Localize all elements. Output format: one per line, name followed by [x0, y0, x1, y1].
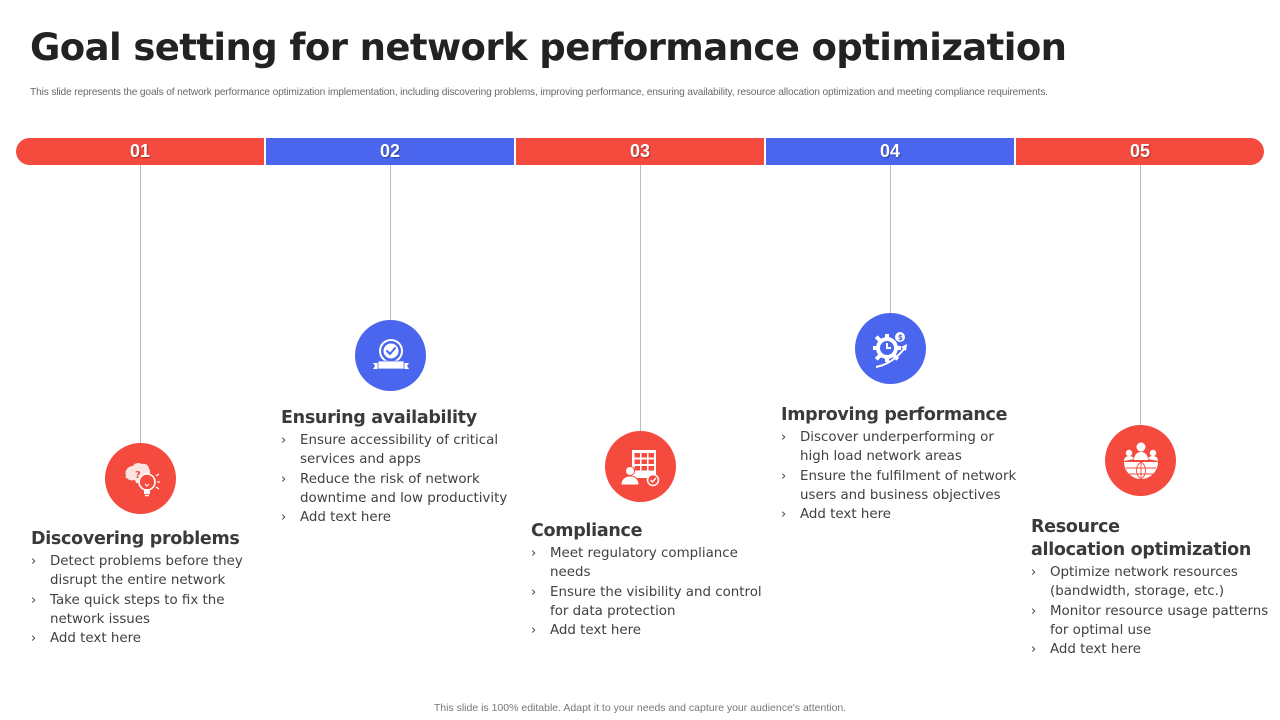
goal-4-icon-circle: $: [855, 313, 926, 384]
step-number: 04: [879, 141, 901, 161]
slide-title: Goal setting for network performance opt…: [30, 26, 1067, 69]
goal-heading: Compliance: [531, 521, 643, 541]
bullet-item: Add text here: [1031, 640, 1276, 660]
gear-clock-growth-icon: $: [872, 331, 907, 368]
bullet-item: Ensure accessibility of critical service…: [281, 431, 521, 470]
timeline-step-01: 01: [16, 138, 264, 165]
goal-heading: Ensuring availability: [281, 408, 477, 428]
goal-bullets: Ensure accessibility of critical service…: [281, 431, 521, 528]
bullet-item: Ensure the visibility and control for da…: [531, 583, 771, 622]
goal-ensuring-availability: Ensuring availability Ensure accessibili…: [281, 407, 521, 528]
goal-bullets: Detect problems before they disrupt the …: [31, 552, 271, 649]
slide-footer: This slide is 100% editable. Adapt it to…: [433, 702, 847, 714]
bullet-item: Discover underperforming or high load ne…: [781, 428, 1021, 467]
compliance-grid-user-icon: [619, 449, 659, 486]
goal-compliance: Compliance Meet regulatory compliance ne…: [531, 520, 771, 641]
bullet-item: Add text here: [281, 508, 521, 528]
bullet-item: Take quick steps to fix the network issu…: [31, 591, 271, 630]
brain-lightbulb-icon: ?: [124, 462, 160, 496]
badge-check-icon: [372, 338, 409, 369]
slide-subtitle: This slide represents the goals of netwo…: [30, 87, 1048, 98]
connector-line: [890, 165, 891, 315]
goal-resource-allocation-optimization: Resource allocation optimization Optimiz…: [1031, 516, 1276, 660]
timeline-bar: 01 02 03 04 05: [16, 138, 1264, 165]
step-number: 05: [1129, 141, 1151, 161]
goal-3-icon-circle: [605, 431, 676, 502]
bullet-item: Optimize network resources (bandwidth, s…: [1031, 563, 1276, 602]
timeline-step-03: 03: [516, 138, 764, 165]
goal-discovering-problems: Discovering problems Detect problems bef…: [31, 528, 271, 649]
step-number: 02: [379, 141, 401, 161]
goal-1-icon-circle: ?: [105, 443, 176, 514]
step-number: 03: [629, 141, 651, 161]
timeline-step-05: 05: [1016, 138, 1264, 165]
step-number: 01: [129, 141, 151, 161]
bullet-item: Meet regulatory compliance needs: [531, 544, 771, 583]
goal-heading: Improving performance: [781, 405, 1008, 425]
bullet-item: Add text here: [781, 505, 1021, 525]
goal-heading: Discovering problems: [31, 529, 240, 549]
connector-line: [140, 165, 141, 445]
bullet-item: Ensure the fulfilment of network users a…: [781, 467, 1021, 506]
bullet-item: Detect problems before they disrupt the …: [31, 552, 271, 591]
goal-improving-performance: Improving performance Discover underperf…: [781, 404, 1021, 525]
people-globe-icon: [1123, 442, 1158, 479]
bullet-item: Add text here: [531, 621, 771, 641]
goal-2-icon-circle: [355, 320, 426, 391]
connector-line: [390, 165, 391, 322]
goal-bullets: Optimize network resources (bandwidth, s…: [1031, 563, 1276, 660]
goal-bullets: Discover underperforming or high load ne…: [781, 428, 1021, 525]
timeline-step-02: 02: [266, 138, 514, 165]
goal-5-icon-circle: [1105, 425, 1176, 496]
bullet-item: Reduce the risk of network downtime and …: [281, 470, 521, 509]
goal-heading-line2: allocation optimization: [1031, 540, 1252, 560]
connector-line: [640, 165, 641, 433]
goal-heading-line1: Resource: [1031, 517, 1120, 537]
timeline-step-04: 04: [766, 138, 1014, 165]
goal-bullets: Meet regulatory compliance needs Ensure …: [531, 544, 771, 641]
svg-text:$: $: [897, 333, 902, 342]
bullet-item: Add text here: [31, 629, 271, 649]
connector-line: [1140, 165, 1141, 427]
svg-text:?: ?: [135, 470, 141, 481]
bullet-item: Monitor resource usage patterns for opti…: [1031, 602, 1276, 641]
